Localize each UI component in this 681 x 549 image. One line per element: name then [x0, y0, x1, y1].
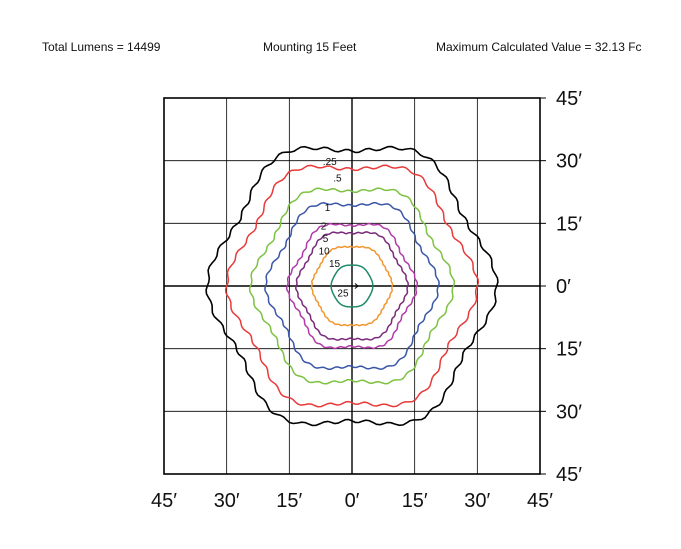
contour-line — [285, 222, 419, 350]
contours — [205, 145, 499, 427]
contour-label: 15 — [329, 259, 341, 270]
x-tick-label: 0′ — [345, 490, 360, 512]
y-tick-label: 15′ — [556, 213, 582, 235]
contour-line — [295, 231, 409, 341]
contour-label: .5 — [333, 174, 342, 185]
contour-label: .25 — [323, 157, 337, 168]
contour-line — [205, 145, 499, 427]
center-arrow-icon — [352, 283, 359, 289]
x-tick-label: 15′ — [402, 490, 428, 512]
y-tick-label: 45′ — [556, 88, 582, 110]
y-tick-label: 30′ — [556, 401, 582, 423]
y-tick-label: 0′ — [556, 276, 571, 298]
x-tick-label: 15′ — [276, 490, 302, 512]
y-tick-label: 15′ — [556, 339, 582, 361]
contour-line — [264, 202, 440, 370]
y-tick-label: 45′ — [556, 464, 582, 486]
contour-label: 1 — [325, 203, 331, 214]
contour-label: 5 — [323, 234, 329, 245]
mounting-height-label: Mounting 15 Feet — [263, 40, 357, 54]
grid — [163, 97, 541, 475]
max-calculated-value-label: Maximum Calculated Value = 32.13 Fc — [436, 40, 642, 54]
tick-labels: 45′ 30′ 15′ 0′ 15′ 30′ 45′45′30′15′0′15′30′45′ — [151, 88, 582, 512]
x-tick-label: 30′ — [464, 490, 490, 512]
contour-line — [330, 264, 374, 308]
contour-label: 10 — [319, 247, 331, 258]
contour-label: 25 — [337, 288, 349, 299]
x-tick-label: 45′ — [151, 490, 177, 512]
contour-label: 2 — [321, 222, 327, 233]
contour-line — [224, 164, 480, 408]
x-tick-label: 45′ — [527, 490, 553, 512]
total-lumens-label: Total Lumens = 14499 — [42, 40, 161, 54]
contour-line — [248, 187, 456, 385]
x-tick-label: 30′ — [214, 490, 240, 512]
y-tick-label: 30′ — [556, 151, 582, 173]
contour-line — [310, 245, 394, 327]
